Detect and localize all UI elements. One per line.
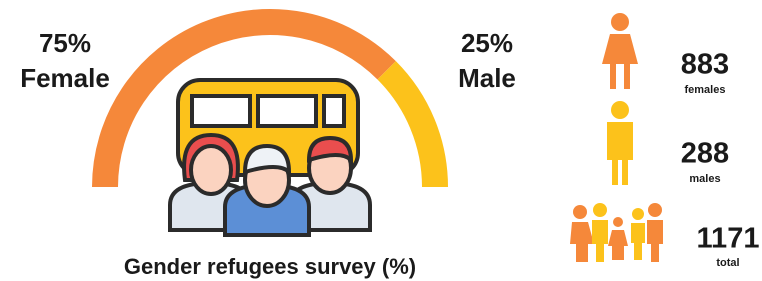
stat-value: 883 <box>681 49 729 81</box>
stat-value: 288 <box>681 138 729 170</box>
stat-label: males <box>689 173 720 185</box>
category-label: Female <box>20 63 110 93</box>
chart-title: Gender refugees survey (%) <box>124 254 416 279</box>
male-icon <box>607 101 633 185</box>
people-icon <box>170 135 370 235</box>
female-icon <box>602 13 638 89</box>
infographic: 75% Female 25% Male Gender refugees surv… <box>0 0 762 281</box>
stat-label: total <box>716 257 739 269</box>
gauge-segment <box>387 70 435 187</box>
value-label: 75% <box>39 28 91 58</box>
value-label: 25% <box>461 28 513 58</box>
stat-value: 1171 <box>697 223 760 255</box>
family-icon <box>570 203 663 262</box>
stat-label: females <box>685 84 726 96</box>
category-label: Male <box>458 63 516 93</box>
